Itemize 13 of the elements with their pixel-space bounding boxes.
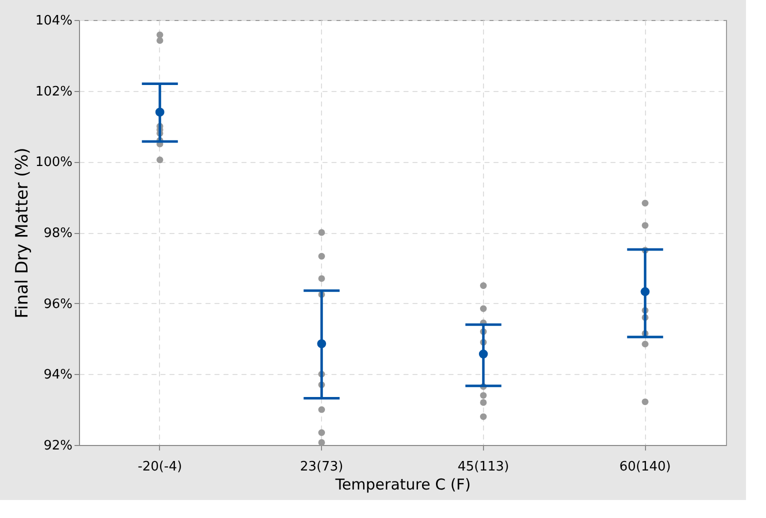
y-tick-label: 94% (44, 368, 72, 383)
x-tick-label: 45(113) (458, 460, 510, 474)
y-tick-label: 102% (35, 84, 72, 100)
y-tick-label: 100% (35, 155, 72, 170)
y-tick-label: 104% (35, 14, 72, 28)
y-tick-label: 98% (44, 226, 72, 241)
y-axis-title: Final Dry Matter (%) (12, 148, 32, 318)
x-tick-label: 23(73) (300, 460, 344, 474)
x-tick-label: 60(140) (619, 460, 671, 474)
y-tick-label: 92% (44, 438, 72, 454)
x-axis-title: Temperature C (F) (334, 476, 471, 494)
y-tick-label: 96% (44, 296, 72, 312)
x-tick-label: -20(-4) (138, 460, 182, 474)
